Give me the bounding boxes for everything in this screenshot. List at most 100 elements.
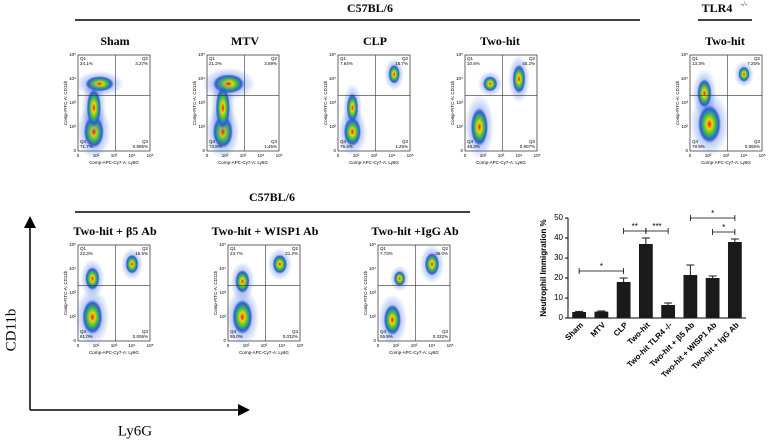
y-tick-label: 10² (681, 124, 688, 129)
x-tick-label: 0 (464, 153, 467, 158)
x-tick-label: 0 (77, 343, 80, 348)
cell-cluster (346, 93, 359, 123)
x-tick-label: 10³ (111, 343, 118, 348)
quadrant-value: 55.0% (230, 334, 243, 339)
quadrant-name: Q3 (442, 329, 449, 334)
x-tick-label: 10² (93, 343, 100, 348)
y-tick-label: 10³ (329, 100, 336, 105)
x-tick-label: 10⁴ (516, 153, 523, 158)
bar (705, 278, 720, 318)
x-tick-label: 10³ (723, 153, 730, 158)
y-axis-label: Comp-FITC-A: CD11b (192, 80, 197, 125)
cell-cluster (125, 254, 139, 274)
x-tick-label: 10² (243, 343, 250, 348)
y-tick-label: 10³ (198, 100, 205, 105)
quadrant-name: Q2 (754, 56, 761, 61)
x-tick-label: 10² (393, 343, 400, 348)
sig-label: *** (652, 222, 661, 231)
flow-plots: ShamQ124.1%Q23.27%Q30.995%Q471.7%0010²10… (63, 34, 765, 355)
y-tick-label: 10⁵ (681, 52, 688, 57)
y-tick-label: 30 (554, 253, 563, 262)
cell-cluster (272, 254, 288, 274)
quadrant-value: 78.9% (692, 144, 705, 149)
y-tick-label: 10² (69, 124, 76, 129)
y-tick-label: 10 (554, 293, 563, 302)
x-tick-label: 10³ (261, 343, 268, 348)
y-tick-label: 10⁵ (219, 242, 226, 247)
quadrant-name: Q2 (442, 246, 449, 251)
panel-title: Two-hit + β5 Ab (73, 224, 157, 238)
quadrant-name: Q2 (529, 56, 536, 61)
bar-chart: 0 10 20 30 40 50 Neutrophil Immigration % Sham M… (539, 209, 746, 380)
y-tick-label: 0 (73, 148, 76, 153)
x-tick-label: 10² (222, 153, 229, 158)
quadrant-value: 61.0% (80, 334, 93, 339)
cell-cluster (383, 304, 402, 336)
x-axis-label: Comp-APC-Cy7-A: Ly6G (701, 160, 751, 165)
y-tick-label: 10² (329, 124, 336, 129)
y-tick-label: 10² (69, 314, 76, 319)
x-tick-label: 10⁴ (258, 153, 265, 158)
y-tick-label: 10³ (369, 290, 376, 295)
quadrant-value: 23.7% (230, 251, 243, 256)
y-tick-label: 10⁴ (369, 266, 376, 271)
y-tick-label: 0 (202, 148, 205, 153)
panel-title: Sham (100, 34, 129, 48)
quadrant-value: 0.032% (283, 334, 298, 339)
y-tick-label: 10⁵ (198, 52, 205, 57)
y-tick-label: 10³ (456, 100, 463, 105)
x-tick-label: 10⁵ (759, 153, 766, 158)
x-tick-label: 10² (353, 153, 360, 158)
y-tick-label: 10⁵ (69, 242, 76, 247)
x-tick-label: 10⁴ (129, 343, 136, 348)
y-tick-label: 0 (73, 338, 76, 343)
cell-cluster (235, 269, 250, 294)
quadrant-name: Q2 (142, 246, 149, 251)
y-axis-label: Neutrophil Immigration % (539, 219, 548, 316)
y-tick-label: 0 (333, 148, 336, 153)
quadrant-name: Q1 (209, 56, 216, 61)
y-axis-label: Comp-FITC-A: CD11b (363, 270, 368, 315)
axis-label: CD11b (3, 309, 19, 352)
group-label: C57BL/6 (347, 1, 393, 15)
quadrant-value: 16.6% (135, 251, 148, 256)
y-tick-label: 10² (369, 314, 376, 319)
y-tick-label: 10⁵ (69, 52, 76, 57)
y-tick-label: 10³ (681, 100, 688, 105)
bar (572, 312, 587, 318)
x-axis-label: Comp-APC-Cy7-A: Ly6G (218, 160, 268, 165)
y-tick-label: 10³ (69, 290, 76, 295)
cell-cluster (82, 299, 103, 335)
x-axis-label: Comp-APC-Cy7-A: Ly6G (89, 350, 139, 355)
x-tick-label: 10⁵ (147, 343, 154, 348)
x-tick-label: 10² (480, 153, 487, 158)
quadrant-value: 10.6% (467, 61, 480, 66)
bar (594, 311, 609, 318)
quadrant-name: Q3 (754, 139, 761, 144)
quadrant-value: 15.7% (395, 61, 408, 66)
y-tick-label: 10² (456, 124, 463, 129)
sig-label: * (600, 262, 603, 271)
x-tick-label: 10⁴ (389, 153, 396, 158)
quadrant-name: Q3 (271, 139, 278, 144)
cell-cluster (512, 64, 526, 94)
cell-cluster (86, 88, 102, 128)
bar (661, 305, 676, 318)
x-tick-label: 0 (337, 153, 340, 158)
cell-cluster (215, 86, 231, 129)
cell-cluster (483, 76, 498, 92)
x-axis-label: Comp-APC-Cy7-A: Ly6G (389, 350, 439, 355)
quadrant-value: 73.8% (209, 144, 222, 149)
bar (638, 244, 653, 318)
quadrant-name: Q1 (340, 56, 347, 61)
quadrant-value: 0.565% (745, 144, 760, 149)
x-tick-label: Sham (563, 321, 585, 343)
quadrant-value: 1.45% (264, 144, 277, 149)
y-tick-label: 10³ (219, 290, 226, 295)
cell-cluster (424, 252, 440, 276)
quadrant-value: 0.332% (433, 334, 448, 339)
quadrant-name: Q3 (142, 139, 149, 144)
quadrant-value: 1.25% (395, 144, 408, 149)
y-axis-label: Comp-FITC-A: CD11b (63, 270, 68, 315)
